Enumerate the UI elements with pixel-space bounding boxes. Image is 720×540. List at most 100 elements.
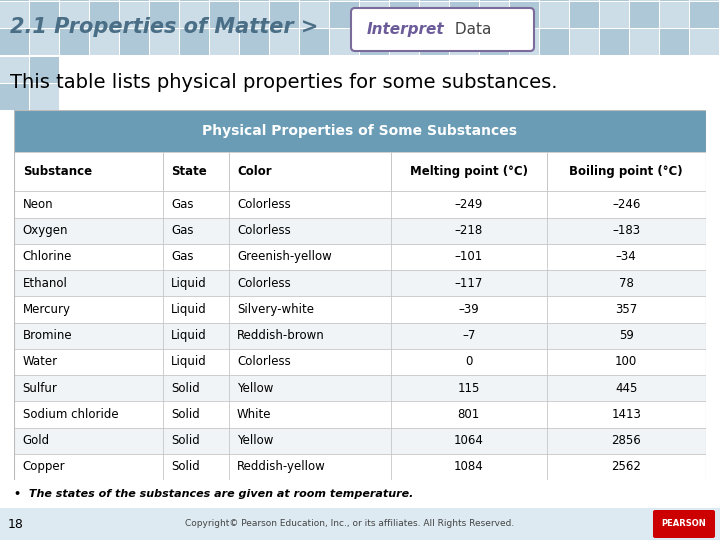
Text: Reddish-brown: Reddish-brown bbox=[237, 329, 325, 342]
Bar bbox=[660, 2, 689, 28]
Bar bbox=[0, 84, 29, 110]
Text: Substance: Substance bbox=[23, 165, 92, 178]
Bar bbox=[391, 270, 546, 296]
Bar bbox=[229, 401, 391, 428]
Bar bbox=[30, 57, 59, 83]
Text: –101: –101 bbox=[455, 251, 483, 264]
Bar bbox=[630, 2, 659, 28]
Text: Melting point (°C): Melting point (°C) bbox=[410, 165, 528, 178]
Text: Sulfur: Sulfur bbox=[23, 382, 58, 395]
Bar bbox=[546, 322, 706, 349]
Text: Boiling point (°C): Boiling point (°C) bbox=[570, 165, 683, 178]
Bar bbox=[163, 428, 229, 454]
Bar bbox=[510, 29, 539, 55]
Text: Bromine: Bromine bbox=[23, 329, 72, 342]
Bar bbox=[546, 401, 706, 428]
Bar bbox=[391, 454, 546, 480]
Bar bbox=[391, 428, 546, 454]
Bar bbox=[600, 29, 629, 55]
Text: Colorless: Colorless bbox=[237, 276, 291, 289]
Text: Gas: Gas bbox=[171, 251, 194, 264]
Bar bbox=[163, 152, 229, 191]
Bar bbox=[30, 2, 59, 28]
Bar bbox=[14, 152, 163, 191]
Bar bbox=[600, 2, 629, 28]
Text: Gas: Gas bbox=[171, 198, 194, 211]
Text: 2562: 2562 bbox=[611, 461, 641, 474]
Text: Copper: Copper bbox=[23, 461, 66, 474]
Bar bbox=[14, 454, 163, 480]
Bar bbox=[150, 29, 179, 55]
Text: Data: Data bbox=[450, 22, 491, 37]
Bar bbox=[163, 401, 229, 428]
Bar bbox=[360, 29, 389, 55]
Bar bbox=[180, 2, 209, 28]
Bar bbox=[391, 296, 546, 322]
Bar bbox=[660, 29, 689, 55]
Text: Solid: Solid bbox=[171, 434, 200, 447]
Bar bbox=[14, 296, 163, 322]
Bar bbox=[120, 29, 149, 55]
Bar bbox=[270, 29, 299, 55]
Bar bbox=[391, 322, 546, 349]
Text: –39: –39 bbox=[459, 303, 480, 316]
Bar bbox=[229, 322, 391, 349]
Bar bbox=[420, 0, 449, 1]
Bar bbox=[14, 218, 163, 244]
Bar bbox=[450, 0, 479, 1]
Bar bbox=[270, 0, 299, 1]
Bar bbox=[660, 0, 689, 1]
Text: 2.1 Properties of Matter >: 2.1 Properties of Matter > bbox=[10, 17, 318, 37]
Text: Liquid: Liquid bbox=[171, 329, 207, 342]
Text: 801: 801 bbox=[458, 408, 480, 421]
Bar bbox=[229, 375, 391, 401]
Bar bbox=[391, 218, 546, 244]
Text: Neon: Neon bbox=[23, 198, 53, 211]
Text: Gold: Gold bbox=[23, 434, 50, 447]
Text: –183: –183 bbox=[612, 224, 640, 237]
FancyBboxPatch shape bbox=[351, 8, 534, 51]
Bar bbox=[163, 322, 229, 349]
Text: 18: 18 bbox=[8, 517, 24, 530]
Bar bbox=[163, 454, 229, 480]
Bar bbox=[546, 270, 706, 296]
Bar bbox=[240, 0, 269, 1]
Bar bbox=[570, 0, 599, 1]
Bar bbox=[90, 2, 119, 28]
Bar bbox=[546, 349, 706, 375]
Bar bbox=[120, 0, 149, 1]
Bar bbox=[546, 244, 706, 270]
Bar bbox=[330, 0, 359, 1]
Text: 445: 445 bbox=[615, 382, 637, 395]
Bar bbox=[180, 0, 209, 1]
Text: Interpret: Interpret bbox=[367, 22, 445, 37]
Text: –117: –117 bbox=[454, 276, 483, 289]
Text: Liquid: Liquid bbox=[171, 355, 207, 368]
Bar bbox=[163, 349, 229, 375]
Text: Solid: Solid bbox=[171, 408, 200, 421]
Bar bbox=[391, 244, 546, 270]
Bar bbox=[180, 29, 209, 55]
Bar bbox=[0, 2, 29, 28]
Text: 59: 59 bbox=[618, 329, 634, 342]
Bar bbox=[229, 349, 391, 375]
Text: 1084: 1084 bbox=[454, 461, 484, 474]
Text: –246: –246 bbox=[612, 198, 640, 211]
Bar bbox=[120, 2, 149, 28]
Text: Chlorine: Chlorine bbox=[23, 251, 72, 264]
Bar bbox=[480, 29, 509, 55]
Text: Yellow: Yellow bbox=[237, 382, 274, 395]
Bar bbox=[150, 2, 179, 28]
Bar bbox=[229, 152, 391, 191]
Text: Colorless: Colorless bbox=[237, 355, 291, 368]
Text: Ethanol: Ethanol bbox=[23, 276, 68, 289]
Bar bbox=[630, 29, 659, 55]
Bar bbox=[0, 29, 29, 55]
Bar bbox=[229, 428, 391, 454]
Bar bbox=[229, 454, 391, 480]
Text: Liquid: Liquid bbox=[171, 276, 207, 289]
Text: Gas: Gas bbox=[171, 224, 194, 237]
Bar bbox=[30, 84, 59, 110]
Bar bbox=[14, 322, 163, 349]
Bar bbox=[90, 29, 119, 55]
